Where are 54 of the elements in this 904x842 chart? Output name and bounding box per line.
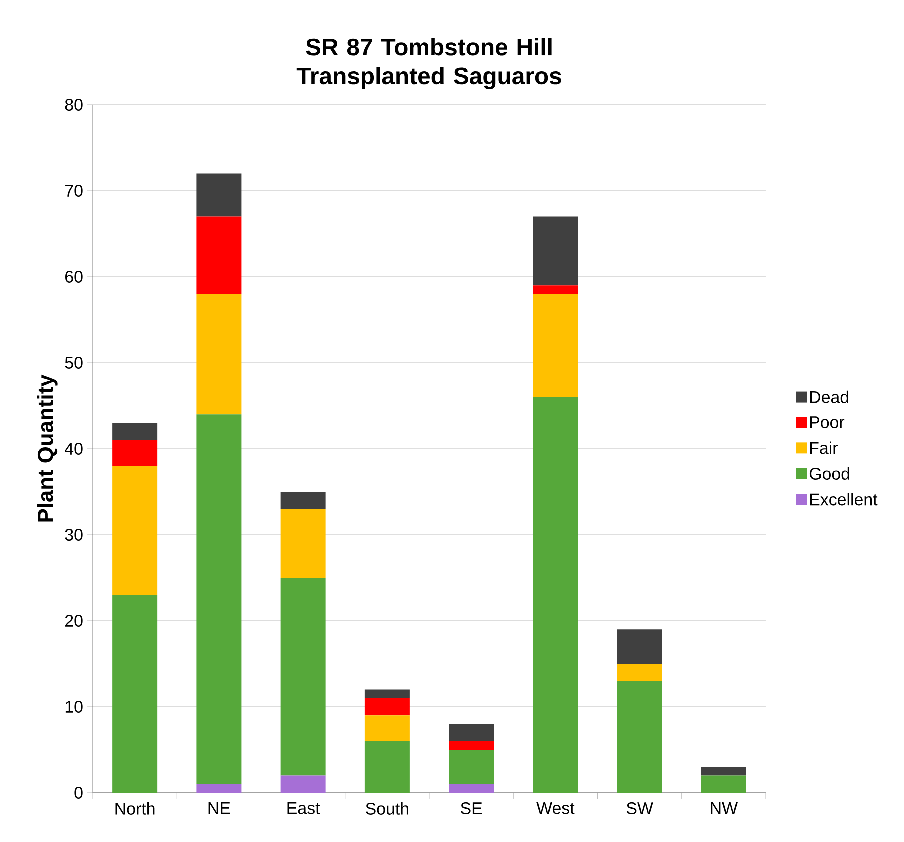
bar [112,440,158,466]
legend-label: Excellent [810,493,878,506]
bar [617,630,662,664]
y-tick-label: 80 [65,98,83,111]
chart-title: SR 87 Tombstone Hill Transplanted Saguaros [296,38,562,90]
bar [196,174,242,217]
bar [449,784,494,793]
x-tick-label: North [116,802,155,815]
bar [364,698,410,716]
bar [701,776,746,793]
bar [112,466,158,596]
bar [196,784,242,793]
bar [533,397,578,793]
bar [449,750,494,784]
legend-label: Fair [810,442,838,454]
bar [280,509,326,578]
legend-label: Poor [810,416,845,428]
y-tick-label: 10 [66,700,83,713]
y-tick-label: 60 [66,270,83,283]
legend-label: Dead [810,390,848,404]
bar [280,776,326,793]
bar [280,578,326,776]
x-tick-label: SE [461,802,482,814]
bar [196,294,242,415]
y-tick-label: 30 [65,528,83,541]
bar [112,595,158,793]
bar [364,716,410,742]
y-tick-label: 40 [65,442,83,455]
x-tick-label: NE [208,802,230,814]
bar [364,741,410,793]
x-tick-label: South [366,802,408,815]
y-tick-label: 20 [66,614,83,627]
bar [196,414,242,784]
bar [112,423,158,440]
bar [617,664,662,682]
bar [533,294,578,398]
y-tick-label: 70 [66,184,83,197]
bar [280,492,326,510]
y-axis-title: Plant Quantity [37,374,58,522]
legend-label: Good [810,468,850,480]
bar [701,767,746,776]
x-tick-label: SW [626,802,654,814]
bar [196,216,242,294]
x-tick-label: West [536,802,575,814]
bar [533,216,578,286]
y-tick-label: 50 [65,356,83,369]
bar [449,724,494,742]
y-tick-label: 0 [74,786,83,799]
x-tick-label: NW [711,802,738,814]
bar [449,741,494,750]
bar [617,681,662,793]
bar [364,690,410,698]
bar [533,286,578,294]
x-tick-label: East [288,802,320,814]
